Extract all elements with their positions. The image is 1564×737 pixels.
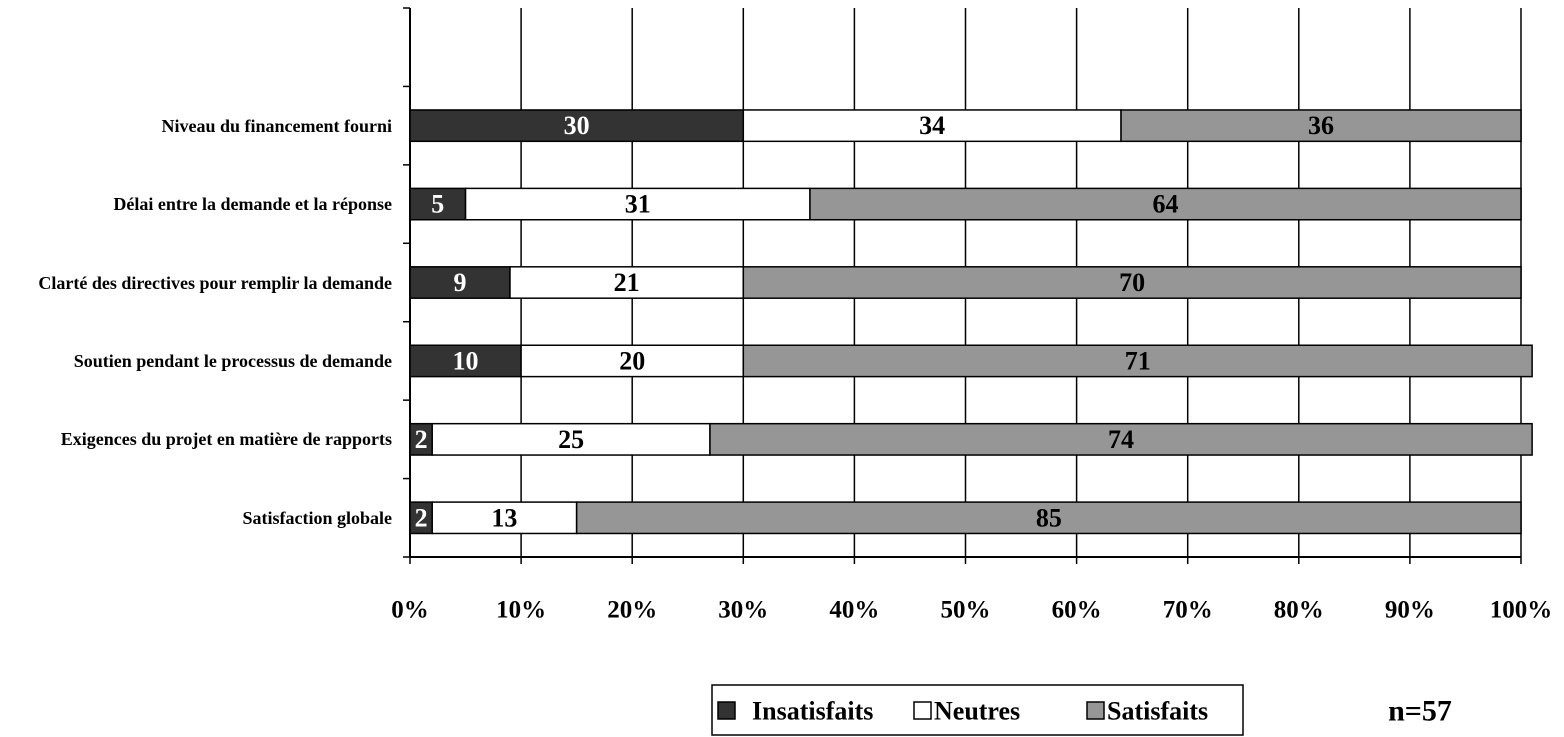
- bar-segment: [575, 501, 1522, 535]
- legend-box: [711, 684, 1244, 736]
- bar-segment: [409, 266, 511, 299]
- bar-segment: [464, 187, 811, 221]
- legend-swatch: [1086, 701, 1105, 720]
- data-label: 34: [919, 111, 945, 140]
- category-label: Exigences du projet en matière de rappor…: [60, 429, 392, 450]
- data-label: 30: [564, 111, 590, 140]
- bar-segment: [709, 422, 1533, 456]
- x-tick-label: 60%: [1052, 597, 1102, 624]
- data-label: 85: [1036, 503, 1062, 532]
- bar-segment: [520, 344, 745, 378]
- bar-segment: [1120, 109, 1522, 143]
- category-label: Satisfaction globale: [242, 507, 392, 528]
- bar-segment: [742, 344, 1533, 378]
- data-label: 70: [1119, 268, 1145, 297]
- data-label: 9: [453, 268, 466, 297]
- bar-segment: [742, 109, 1122, 143]
- data-label: 10: [453, 346, 479, 375]
- data-label: 31: [625, 190, 651, 219]
- data-label: 21: [614, 268, 640, 297]
- data-label: 2: [415, 503, 428, 532]
- x-tick-label: 50%: [941, 597, 991, 624]
- x-tick-label: 40%: [829, 597, 879, 624]
- data-label: 13: [491, 503, 517, 532]
- x-tick-label: 30%: [718, 597, 768, 624]
- legend-swatch: [717, 701, 736, 720]
- bar-segment: [742, 266, 1522, 299]
- legend-label: Neutres: [934, 697, 1020, 726]
- category-label: Délai entre la demande et la réponse: [113, 194, 392, 215]
- x-tick-label: 10%: [496, 597, 546, 624]
- bar-segment: [509, 266, 745, 299]
- data-label: 25: [558, 425, 584, 454]
- legend-label: Satisfaits: [1107, 697, 1208, 726]
- data-label: 2: [415, 425, 428, 454]
- category-label: Niveau du financement fourni: [161, 115, 392, 136]
- bar-segment: [409, 109, 745, 143]
- data-label: 36: [1308, 111, 1334, 140]
- data-label: 20: [619, 346, 645, 375]
- x-tick-label: 80%: [1274, 597, 1324, 624]
- category-label: Soutien pendant le processus de demande: [73, 350, 392, 371]
- x-tick-label: 90%: [1385, 597, 1435, 624]
- data-label: 5: [431, 190, 444, 219]
- bar-segment: [409, 344, 522, 378]
- bar-segment: [809, 187, 1522, 221]
- legend-label: Insatisfaits: [752, 697, 873, 726]
- category-label: Clarté des directives pour remplir la de…: [38, 272, 392, 293]
- x-tick-label: 20%: [607, 597, 657, 624]
- data-label: 74: [1108, 425, 1134, 454]
- annotation: n=57: [1388, 695, 1452, 728]
- data-label: 64: [1152, 190, 1178, 219]
- legend-swatch: [913, 701, 932, 720]
- x-tick-label: 0%: [391, 597, 429, 624]
- x-tick-label: 70%: [1163, 597, 1213, 624]
- x-tick-label: 100%: [1490, 597, 1553, 624]
- data-label: 71: [1125, 346, 1151, 375]
